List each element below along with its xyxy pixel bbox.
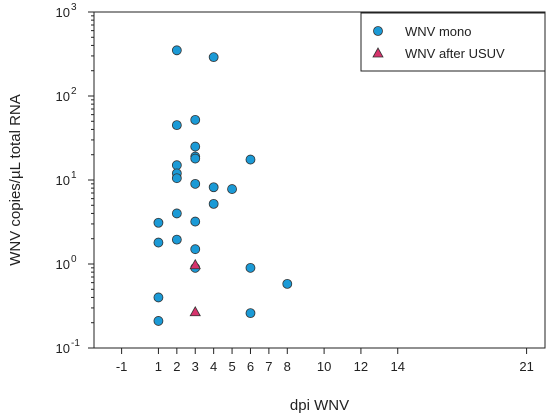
data-point-wnv-after-usuv (189, 258, 201, 270)
legend: WNV mono WNV after USUV (360, 12, 546, 72)
x-axis: -1 1 2 3 4 5 6 7 8 10 12 14 21 (116, 348, 534, 374)
y-tick-exponent: -1 (71, 338, 80, 349)
data-point-wnv-mono (171, 120, 182, 131)
data-point-wnv-mono (190, 216, 201, 227)
data-point-wnv-mono (190, 141, 201, 152)
data-point-wnv-after-usuv (189, 305, 201, 317)
y-tick-exponent: 0 (71, 254, 77, 265)
x-tick-label: -1 (116, 359, 128, 374)
data-point-wnv-mono (190, 153, 201, 164)
x-tick-label: 6 (247, 359, 254, 374)
y-tick-label: 10 (56, 5, 70, 20)
x-tick-label: 8 (284, 359, 291, 374)
y-axis-title: WNV copies/µL total RNA (7, 94, 24, 265)
legend-label: WNV mono (405, 24, 471, 39)
y-tick-label: 10 (56, 257, 70, 272)
data-point-wnv-mono (153, 237, 164, 248)
data-points (153, 45, 293, 326)
legend-marker-triangle (372, 47, 384, 58)
data-point-wnv-mono (208, 52, 219, 63)
data-point-wnv-mono (171, 173, 182, 184)
x-tick-label: 3 (192, 359, 199, 374)
data-point-wnv-mono (208, 182, 219, 193)
data-point-wnv-mono (171, 234, 182, 245)
x-axis-title: dpi WNV (290, 397, 349, 414)
data-point-wnv-mono (171, 45, 182, 56)
y-tick-exponent: 2 (71, 86, 77, 97)
data-point-wnv-mono (153, 292, 164, 303)
x-tick-label: 12 (354, 359, 368, 374)
data-point-wnv-mono (208, 198, 219, 209)
x-tick-label: 4 (210, 359, 217, 374)
legend-box (360, 12, 546, 72)
data-point-wnv-mono (245, 308, 256, 319)
x-tick-label: 14 (391, 359, 405, 374)
x-tick-label: 7 (265, 359, 272, 374)
y-tick-label: 10 (56, 173, 70, 188)
data-point-wnv-mono (190, 244, 201, 255)
y-tick-label: 10 (56, 89, 70, 104)
y-tick-exponent: 1 (71, 170, 77, 181)
data-point-wnv-mono (227, 184, 237, 194)
data-point-wnv-mono (153, 316, 164, 326)
data-point-wnv-mono (171, 208, 182, 219)
data-point-wnv-mono (190, 178, 201, 189)
y-tick-exponent: 3 (71, 2, 77, 13)
y-tick-label: 10 (56, 341, 70, 356)
data-point-wnv-mono (171, 160, 182, 171)
x-tick-label: 1 (155, 359, 162, 374)
legend-marker-circle (373, 26, 383, 36)
x-tick-label: 5 (228, 359, 235, 374)
legend-label: WNV after USUV (405, 46, 505, 61)
data-point-wnv-mono (245, 262, 256, 273)
x-tick-label: 10 (317, 359, 331, 374)
data-point-wnv-mono (245, 154, 256, 165)
x-tick-label: 21 (519, 359, 533, 374)
data-point-wnv-mono (190, 114, 201, 125)
data-point-wnv-mono (282, 278, 293, 289)
data-point-wnv-mono (153, 217, 164, 228)
x-tick-label: 2 (173, 359, 180, 374)
